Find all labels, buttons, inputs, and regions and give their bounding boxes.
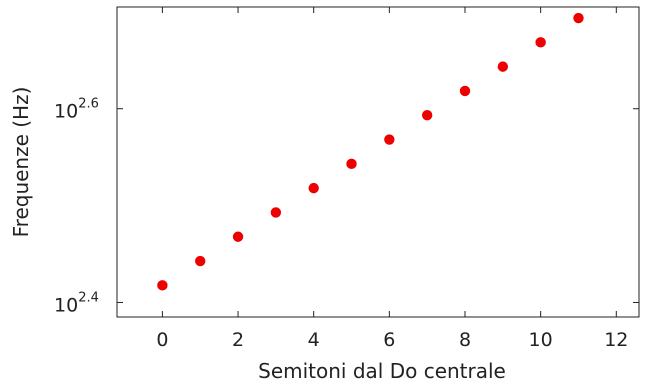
data-point <box>384 134 395 145</box>
data-point <box>270 207 282 218</box>
x-tick-marks: 0 2 4 6 8 10 12 <box>156 7 628 351</box>
plot-frame <box>116 6 640 318</box>
data-point <box>535 37 546 48</box>
x-tick-label: 4 <box>308 329 320 351</box>
data-point <box>421 110 433 121</box>
x-tick-label: 8 <box>459 329 471 351</box>
x-tick-label: 12 <box>604 329 628 351</box>
data-point <box>195 255 206 267</box>
x-tick-label: 10 <box>529 329 553 351</box>
x-tick-label: 0 <box>156 329 168 351</box>
x-axis-label: Semitoni dal Do centrale <box>258 359 506 382</box>
x-tick-label: 6 <box>383 329 395 351</box>
data-point <box>346 158 357 170</box>
data-points <box>157 12 584 291</box>
y-tick-label: 102.4 <box>54 290 99 316</box>
y-tick-label: 102.6 <box>54 97 99 123</box>
y-tick-marks: 102.4 102.6 <box>54 97 639 316</box>
y-axis-label: Frequenze (Hz) <box>9 87 33 238</box>
data-point <box>497 61 509 72</box>
data-point <box>573 12 584 24</box>
data-point <box>232 231 244 242</box>
data-point <box>308 182 319 194</box>
x-tick-label: 2 <box>232 329 244 351</box>
data-point <box>459 85 471 97</box>
data-point <box>157 280 168 291</box>
